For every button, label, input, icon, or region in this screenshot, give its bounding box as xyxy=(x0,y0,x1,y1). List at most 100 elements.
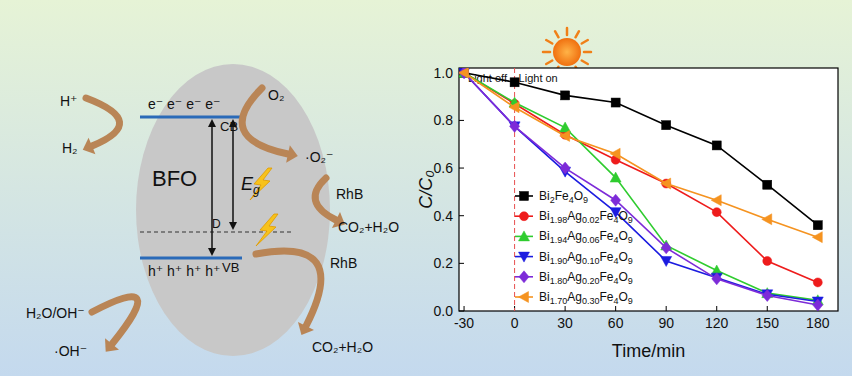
x-tick-label: 60 xyxy=(608,315,624,331)
reaction-label: RhB xyxy=(330,255,357,271)
legend-label-part: Bi xyxy=(539,229,550,243)
x-tick-label: 0 xyxy=(511,315,519,331)
cb-label: CB xyxy=(220,119,238,134)
legend-label-part: 1.94 xyxy=(550,235,568,245)
y-tick-label: 1.0 xyxy=(434,65,454,81)
data-point xyxy=(459,68,470,77)
legend-marker xyxy=(520,212,529,221)
data-point xyxy=(712,208,721,217)
data-point xyxy=(459,68,469,79)
series-line xyxy=(464,73,818,225)
legend-label-part: 9 xyxy=(628,276,633,286)
legend-label-part: Bi xyxy=(539,250,550,264)
data-point xyxy=(611,98,620,107)
gap-sub-label: g xyxy=(253,183,260,197)
bfo-particle xyxy=(136,64,330,356)
sun-ray xyxy=(555,31,559,37)
chart: -3003060901201501800.00.20.40.60.81.0Tim… xyxy=(416,65,838,361)
data-point xyxy=(712,141,721,150)
legend-label: Bi1.70Ag0.30Fe4O9 xyxy=(539,290,633,306)
y-tick xyxy=(459,168,464,169)
o2-arrow xyxy=(242,88,288,154)
oh-arrow-head xyxy=(105,338,119,351)
sun-ray xyxy=(582,61,588,65)
data-point xyxy=(561,91,570,100)
sun-ray xyxy=(546,61,552,65)
h2-arrow xyxy=(86,98,120,146)
legend-label-part: Fe xyxy=(599,250,613,264)
reaction-label: H₂ xyxy=(62,140,78,156)
data-point xyxy=(560,162,570,174)
sun-ray xyxy=(543,51,550,54)
x-axis-label: Time/min xyxy=(612,341,685,361)
data-point xyxy=(610,148,620,159)
electrons-label: e⁻ e⁻ e⁻ e⁻ xyxy=(148,96,220,112)
lightning xyxy=(250,168,272,200)
plot-area xyxy=(459,68,823,311)
legend-label-part: Ag xyxy=(567,270,582,284)
y-axis-label: C/C₀ xyxy=(416,170,436,209)
data-point xyxy=(460,68,469,77)
x-tick xyxy=(464,306,465,311)
data-point xyxy=(460,68,469,77)
sun-disc xyxy=(553,38,581,66)
legend-label-part: Bi xyxy=(539,189,550,203)
x-tick-label: 150 xyxy=(756,315,780,331)
annotation: Light on xyxy=(519,72,558,84)
legend-label-part: Ag xyxy=(567,229,582,243)
legend-label-part: 9 xyxy=(628,215,633,225)
defect-arrow xyxy=(232,126,234,223)
x-tick-label: 30 xyxy=(557,315,573,331)
o2-arrow-head xyxy=(286,145,298,163)
legend-label-part: Ag xyxy=(567,209,582,223)
legend-label: Bi1.98Ag0.02Fe4O9 xyxy=(539,209,633,225)
series-line xyxy=(464,73,818,302)
legend-label-part: Fe xyxy=(555,189,569,203)
legend-marker xyxy=(520,192,529,201)
sun-ray xyxy=(566,28,569,35)
legend-marker xyxy=(519,231,530,241)
x-tick xyxy=(666,306,667,311)
reaction-label: H⁺ xyxy=(60,93,78,109)
legend-label-part: 9 xyxy=(583,195,588,205)
y-tick-label: 0.2 xyxy=(434,255,454,271)
plot-frame xyxy=(459,68,838,311)
x-tick xyxy=(615,306,616,311)
oh-arrow xyxy=(92,297,138,344)
data-point xyxy=(510,78,519,87)
data-point xyxy=(711,195,721,206)
data-point xyxy=(762,290,772,302)
figure: BFOe⁻ e⁻ e⁻ e⁻h⁺ h⁺ h⁺ h⁺CBVBDEgH⁺H₂O₂·O… xyxy=(0,0,852,376)
reaction-label: RhB xyxy=(336,186,363,202)
diagram: BFOe⁻ e⁻ e⁻ e⁻h⁺ h⁺ h⁺ h⁺CBVBDEgH⁺H₂O₂·O… xyxy=(26,64,399,359)
legend-label-part: Fe xyxy=(599,229,613,243)
reaction-label: O₂ xyxy=(268,87,284,103)
data-point xyxy=(661,242,671,254)
legend-marker xyxy=(519,252,530,262)
data-point xyxy=(560,130,570,141)
data-point xyxy=(509,102,519,113)
legend-label-part: 1.98 xyxy=(550,215,568,225)
legend-label-part: 1.90 xyxy=(550,256,568,266)
data-point xyxy=(661,256,672,266)
legend-label-part: O xyxy=(618,229,627,243)
x-tick xyxy=(716,306,717,311)
sun-ray xyxy=(584,51,591,54)
reaction-label: CO₂+H₂O xyxy=(312,339,373,355)
legend-label-part: O xyxy=(574,189,583,203)
y-tick-label: 0.6 xyxy=(434,160,454,176)
y-tick xyxy=(459,311,464,312)
data-point xyxy=(611,194,621,206)
legend-label: Bi1.90Ag0.10Fe4O9 xyxy=(539,250,633,266)
y-tick-label: 0.8 xyxy=(434,112,454,128)
legend-label-part: Ag xyxy=(567,250,582,264)
defect-arrow-head xyxy=(229,222,237,230)
x-tick xyxy=(767,306,768,311)
legend-label-part: Fe xyxy=(599,270,613,284)
series-line xyxy=(464,73,818,283)
bfo-label: BFO xyxy=(152,166,197,191)
x-tick-label: 180 xyxy=(806,315,830,331)
defect-label: D xyxy=(212,217,221,231)
legend-label-part: 0.30 xyxy=(582,296,600,306)
x-tick-label: 120 xyxy=(705,315,729,331)
